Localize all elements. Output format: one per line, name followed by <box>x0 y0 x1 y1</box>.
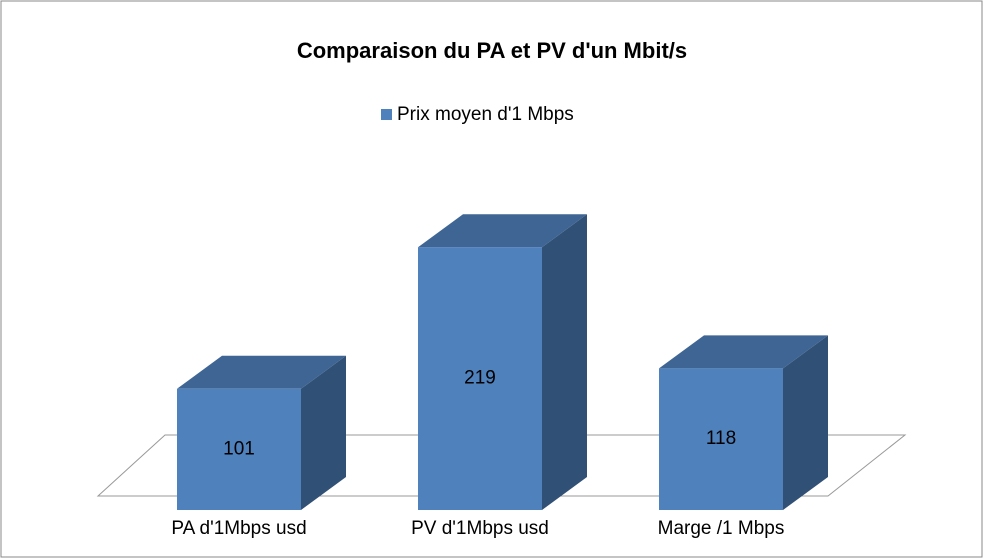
bar <box>418 247 542 510</box>
x-tick-label: PA d'1Mbps usd <box>171 518 306 539</box>
data-label: 118 <box>706 428 736 449</box>
data-label: 219 <box>464 368 496 389</box>
bar-top <box>177 355 346 389</box>
x-tick-label: Marge /1 Mbps <box>658 518 785 539</box>
legend-label: Prix moyen d'1 Mbps <box>397 104 574 125</box>
bar-side <box>301 355 346 510</box>
bar-side <box>542 214 587 510</box>
bar-top <box>418 214 587 248</box>
bar-top <box>659 335 828 369</box>
bar-side <box>783 335 828 510</box>
legend-swatch <box>381 109 392 120</box>
bar <box>659 368 783 510</box>
chart-title: Comparaison du PA et PV d'un Mbit/s <box>297 38 687 63</box>
bar <box>177 388 301 510</box>
x-tick-label: PV d'1Mbps usd <box>411 518 549 539</box>
data-label: 101 <box>223 438 255 459</box>
